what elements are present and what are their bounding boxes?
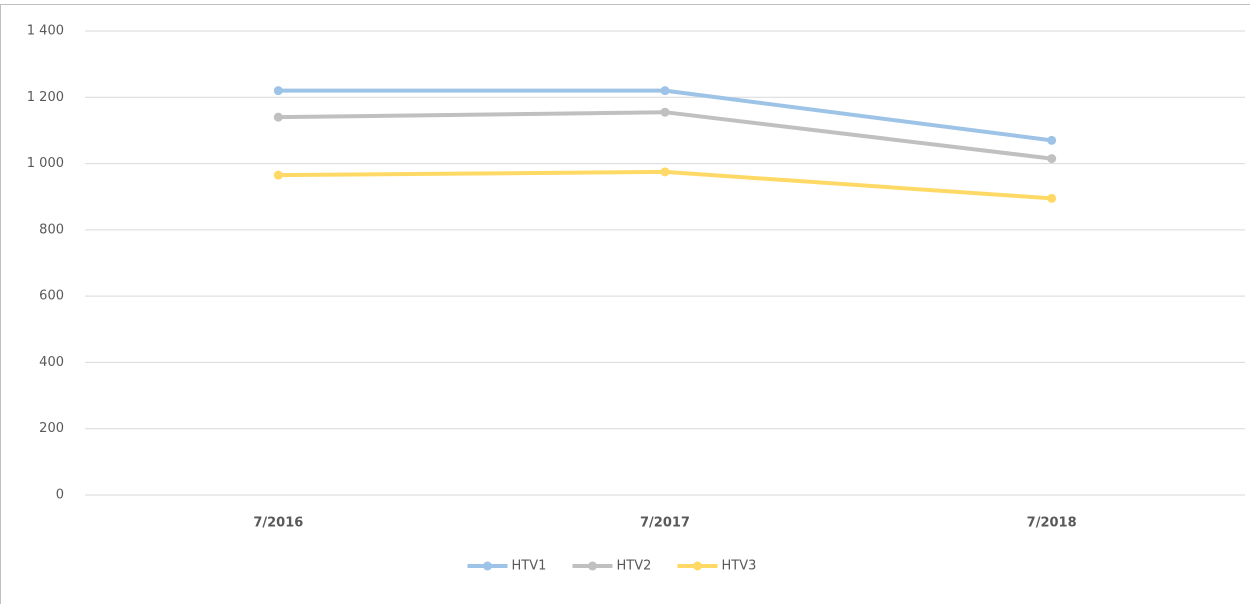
x-tick-label: 7/2016	[253, 516, 303, 531]
point	[660, 86, 670, 96]
legend-label: HTV3	[722, 559, 757, 574]
legend-label: HTV2	[617, 559, 652, 574]
y-tick-label: 0	[56, 488, 64, 503]
legend-marker	[483, 561, 492, 571]
point	[273, 170, 283, 180]
point	[1047, 193, 1057, 203]
x-tick-label: 7/2018	[1027, 516, 1077, 531]
legend-marker	[693, 561, 702, 571]
legend-label: HTV1	[512, 559, 547, 574]
point	[273, 112, 283, 122]
x-tick-label: 7/2017	[640, 516, 690, 531]
y-tick-label: 400	[39, 355, 64, 370]
point	[273, 86, 283, 96]
series-line	[278, 110, 1052, 161]
y-tick-label: 800	[39, 222, 64, 237]
y-tick-label: 1 000	[27, 156, 64, 171]
y-tick-label: 1 200	[27, 90, 64, 105]
chart-frame	[0, 4, 1250, 604]
y-tick-label: 600	[39, 289, 64, 304]
point	[660, 107, 670, 117]
legend-marker	[588, 561, 597, 571]
y-tick-label: 1 400	[27, 24, 64, 39]
point	[660, 167, 670, 177]
point	[1047, 154, 1057, 164]
y-tick-label: 200	[39, 421, 64, 436]
point	[1047, 135, 1057, 145]
